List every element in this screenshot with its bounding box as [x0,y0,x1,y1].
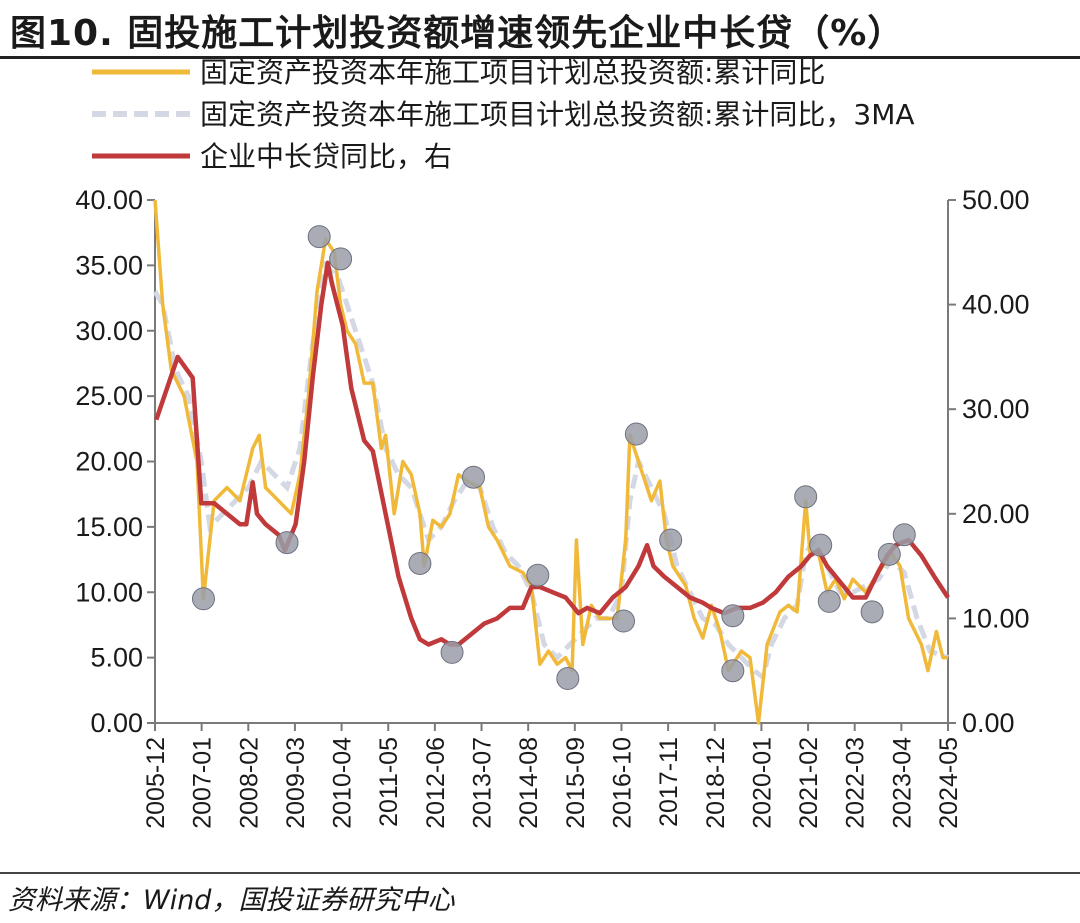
right-tick-label: 20.00 [962,499,1030,529]
highlight-marker [556,667,580,691]
highlight-marker [612,609,636,633]
left-tick-label: 10.00 [75,577,143,607]
right-tick-label: 0.00 [962,708,1015,738]
right-tick-label: 40.00 [962,290,1030,320]
highlight-marker [809,533,833,557]
x-tick-label: 2005-12 [142,737,170,829]
legend: 固定资产投资本年施工项目计划总投资额:累计同比固定资产投资本年施工项目计划总投资… [92,56,915,173]
highlight-marker [817,589,841,613]
legend-label-2: 企业中长贷同比，右 [200,140,452,173]
right-tick-label: 50.00 [962,185,1030,215]
highlight-marker [329,247,353,271]
marker-layer [191,225,916,691]
right-tick-label: 30.00 [962,394,1030,424]
legend-label-1: 固定资产投资本年施工项目计划总投资额:累计同比，3MA [200,98,915,131]
legend-label-0: 固定资产投资本年施工项目计划总投资额:累计同比 [200,56,825,89]
x-tick-label: 2014-08 [515,737,543,829]
axes: 40.00 35.00 30.00 25.00 20.00 15.00 10.00 5.00 0… [75,185,1029,829]
left-tick-label: 0.00 [90,708,143,738]
x-tick-label: 2011-05 [375,737,403,827]
highlight-marker [461,465,485,489]
x-tick-label: 2022-03 [842,737,870,829]
x-tick-label: 2024-05 [935,737,963,829]
left-tick-label: 30.00 [75,316,143,346]
highlight-marker [275,531,299,555]
left-tick-label: 20.00 [75,447,143,477]
x-tick-label: 2023-04 [888,737,916,829]
x-tick-label: 2009-03 [282,737,310,829]
highlight-marker [877,542,901,566]
highlight-marker [892,523,916,547]
left-tick-label: 5.00 [90,643,143,673]
left-tick-label: 25.00 [75,381,143,411]
series-layer [152,199,950,725]
left-tick-label: 15.00 [75,512,143,542]
x-tick-label: 2008-02 [235,737,263,829]
x-tick-label: 2012-06 [422,737,450,829]
chart-title: 图10. 固投施工计划投资额增速领先企业中长贷（%） [10,13,905,54]
x-tick-label: 2015-09 [562,737,590,829]
highlight-marker [659,528,683,552]
x-tick-label: 2010-04 [329,737,357,829]
right-tick-label: 10.00 [962,603,1030,633]
left-tick-label: 40.00 [75,185,143,215]
source-divider [0,872,1080,874]
x-tick-label: 2016-10 [608,737,636,829]
series-line-1 [152,260,949,682]
highlight-marker [526,563,550,587]
series-line-0 [153,199,948,725]
x-tick-label: 2018-12 [702,737,730,829]
highlight-marker [721,659,745,683]
x-tick-label: 2013-07 [469,737,497,829]
highlight-marker [307,225,331,249]
highlight-marker [794,485,818,509]
highlight-marker [408,551,432,575]
title-divider [0,56,1080,59]
x-tick-label: 2020-01 [748,737,776,829]
highlight-marker [624,422,648,446]
highlight-marker [860,600,884,624]
x-tick-label: 2017-11 [655,737,683,827]
highlight-marker [721,604,745,628]
highlight-marker [440,640,464,664]
source-note: 资料来源：Wind，国投证券研究中心 [8,885,455,916]
left-tick-label: 35.00 [75,250,143,280]
x-tick-label: 2021-02 [795,737,823,829]
x-tick-label: 2007-01 [189,737,217,829]
highlight-marker [191,587,215,611]
